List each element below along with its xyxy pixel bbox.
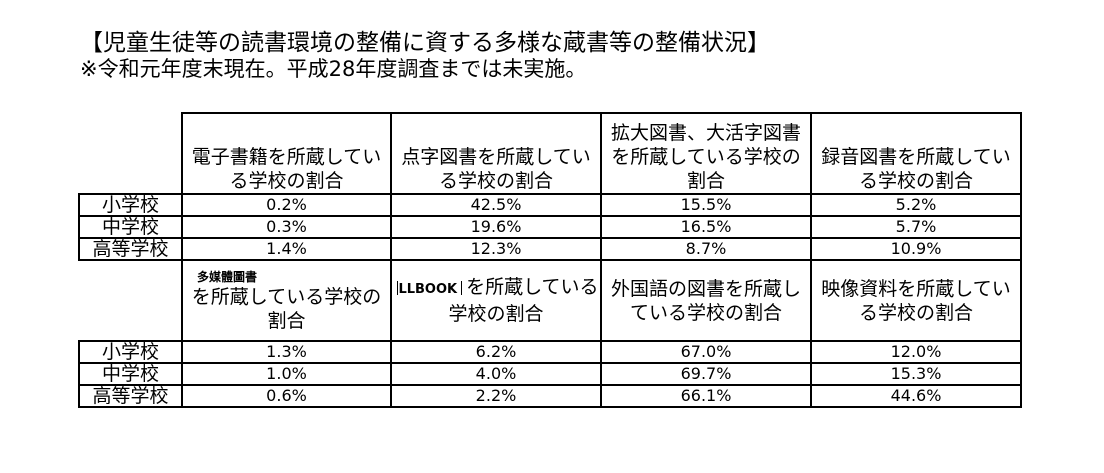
column-header: 電子書籍を所蔵している学校の割合 <box>181 112 392 195</box>
row-label: 高等学校 <box>78 384 183 408</box>
row-label: 小学校 <box>78 340 183 364</box>
table-cell: 12.3% <box>390 237 602 261</box>
divider <box>397 280 399 295</box>
table-cell: 0.6% <box>181 384 392 408</box>
table-cell: 42.5% <box>390 193 602 217</box>
table-cell: 6.2% <box>390 340 602 364</box>
corner-cell <box>79 260 183 342</box>
column-header: LLBOOK を所蔵している学校の割合 <box>390 259 602 342</box>
holdings-table: 電子書籍を所蔵している学校の割合 点字図書を所蔵している学校の割合 拡大図書、大… <box>78 112 1022 408</box>
table-row: 高等学校 1.4% 12.3% 8.7% 10.9% <box>78 237 1022 261</box>
table-cell: 16.5% <box>600 215 812 239</box>
table-cell: 19.6% <box>390 215 602 239</box>
table-row: 小学校 1.3% 6.2% 67.0% 12.0% <box>78 340 1022 364</box>
table-cell: 0.2% <box>181 193 392 217</box>
table-cell: 15.3% <box>810 362 1022 386</box>
table-cell: 12.0% <box>810 340 1022 364</box>
table-cell: 1.0% <box>181 362 392 386</box>
header-prefix: LLBOOK <box>398 282 458 297</box>
table-cell: 1.4% <box>181 237 392 261</box>
table-cell: 67.0% <box>600 340 812 364</box>
header-prefix: 多媒體圖書 <box>197 269 258 284</box>
table-cell: 69.7% <box>600 362 812 386</box>
document-note: ※令和元年度末現在。平成28年度調査までは未実施。 <box>80 57 587 81</box>
block2-header-row: 多媒體圖書 を所蔵している学校の割合 LLBOOK を所蔵している学校の割合 外国… <box>79 259 1022 342</box>
column-header: 外国語の図書を所蔵している学校の割合 <box>600 259 812 342</box>
block1-header-row: 電子書籍を所蔵している学校の割合 点字図書を所蔵している学校の割合 拡大図書、大… <box>79 112 1022 195</box>
row-label: 中学校 <box>78 362 183 386</box>
row-label: 小学校 <box>78 193 183 217</box>
table-cell: 1.3% <box>181 340 392 364</box>
table-row: 小学校 0.2% 42.5% 15.5% 5.2% <box>78 193 1022 217</box>
column-header: 点字図書を所蔵している学校の割合 <box>390 112 602 195</box>
table-cell: 5.7% <box>810 215 1022 239</box>
document-title: 【児童生徒等の読書環境の整備に資する多様な蔵書等の整備状況】 <box>80 30 770 56</box>
table-cell: 0.3% <box>181 215 392 239</box>
column-header: 映像資料を所蔵している学校の割合 <box>810 259 1022 342</box>
table-cell: 8.7% <box>600 237 812 261</box>
table-row: 中学校 0.3% 19.6% 16.5% 5.7% <box>78 215 1022 239</box>
table-row: 高等学校 0.6% 2.2% 66.1% 44.6% <box>78 384 1022 408</box>
table-cell: 10.9% <box>810 237 1022 261</box>
column-header: 拡大図書、大活字図書を所蔵している学校の割合 <box>600 112 812 195</box>
table-cell: 4.0% <box>390 362 602 386</box>
column-header: 多媒體圖書 を所蔵している学校の割合 <box>181 259 392 342</box>
table-cell: 66.1% <box>600 384 812 408</box>
row-label: 高等学校 <box>78 237 183 261</box>
table-row: 中学校 1.0% 4.0% 69.7% 15.3% <box>78 362 1022 386</box>
row-label: 中学校 <box>78 215 183 239</box>
divider <box>461 280 463 295</box>
table-cell: 2.2% <box>390 384 602 408</box>
table-cell: 5.2% <box>810 193 1022 217</box>
table-cell: 44.6% <box>810 384 1022 408</box>
table-cell: 15.5% <box>600 193 812 217</box>
column-header: 録音図書を所蔵している学校の割合 <box>810 112 1022 195</box>
corner-cell <box>79 113 183 195</box>
